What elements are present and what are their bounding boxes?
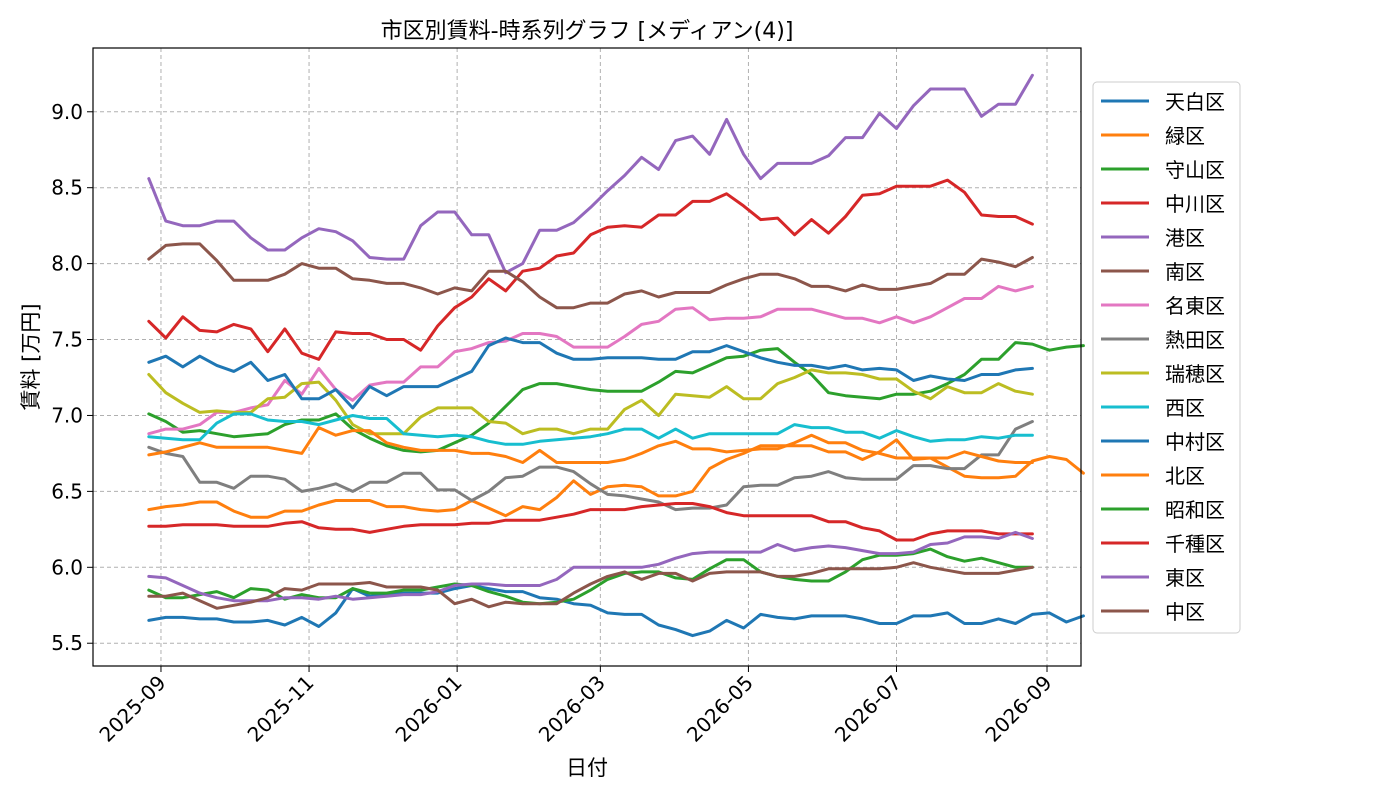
series-line [147,420,1034,512]
legend-label: 西区 [1165,396,1205,420]
legend-label: 港区 [1165,226,1205,250]
series-line [147,73,1034,275]
legend-label: 東区 [1165,566,1205,590]
legend-label: 昭和区 [1165,498,1225,522]
series-line [147,584,1085,638]
legend-label: 中区 [1165,600,1205,624]
chart-title: 市区別賃料-時系列グラフ [メディアン(4)] [381,19,794,44]
series-line [147,502,1034,542]
series-line [147,530,1034,603]
legend-label: 緑区 [1165,124,1205,148]
y-tick-label: 7.0 [51,403,83,427]
series-line [147,341,1085,454]
y-tick-label: 7.5 [51,328,83,352]
series-line [147,178,1034,361]
legend-label: 名東区 [1165,294,1225,318]
legend-label: 千種区 [1165,532,1225,556]
series-line [147,412,1034,446]
series-line [147,561,1034,610]
series-line [147,547,1034,606]
legend-label: 瑞穂区 [1165,362,1225,386]
y-tick-label: 8.0 [51,252,83,276]
legend-label: 中村区 [1165,430,1225,454]
legend-label: 北区 [1165,464,1205,488]
series-lines [147,73,1085,638]
y-tick-label: 8.5 [51,176,83,200]
legend-label: 守山区 [1165,158,1225,182]
y-axis-label: 賃料 [万円] [19,303,43,410]
legend-frame [1092,81,1241,634]
y-tick-label: 9.0 [51,100,83,124]
legend-label: 中川区 [1165,192,1225,216]
y-tick-label: 5.5 [51,631,83,655]
legend-label: 熱田区 [1165,328,1225,352]
legend: 天白区緑区守山区中川区港区南区名東区熱田区瑞穂区西区中村区北区昭和区千種区東区中… [1092,81,1241,634]
y-tick-label: 6.5 [51,479,83,503]
series-line [147,242,1034,310]
legend-label: 天白区 [1165,90,1225,114]
legend-label: 南区 [1165,260,1205,284]
x-axis-label: 日付 [566,756,608,780]
plot-area-frame [92,47,1082,667]
y-tick-label: 6.0 [51,555,83,579]
series-line [147,336,1034,410]
series-line [147,426,1034,464]
